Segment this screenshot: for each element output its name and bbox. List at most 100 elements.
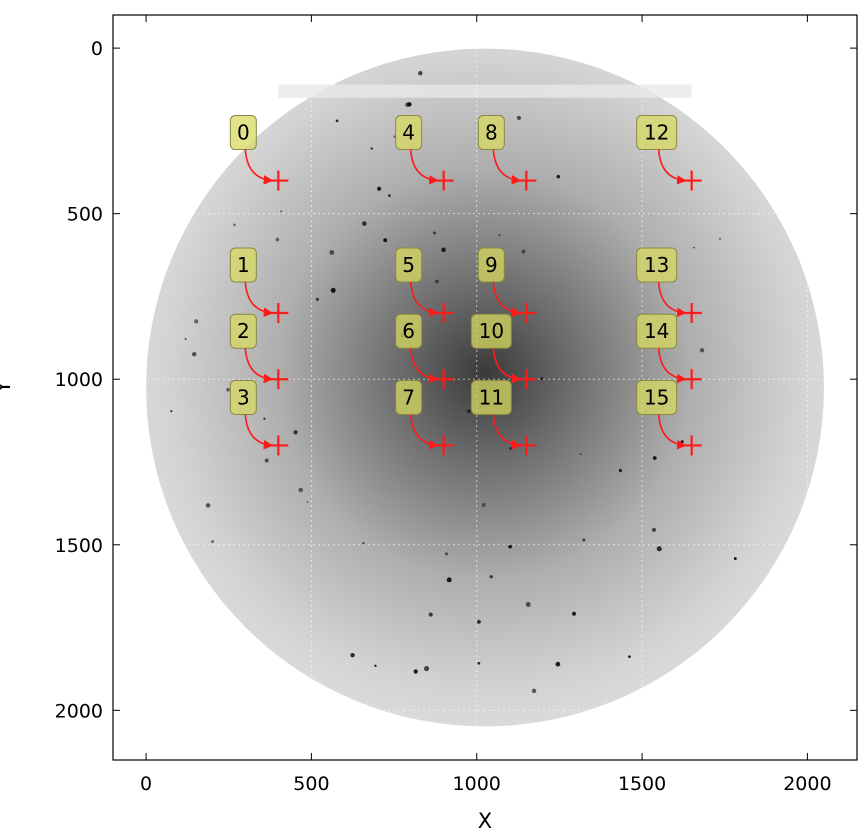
- point-group: 12: [636, 115, 702, 191]
- point-label-box: [636, 247, 678, 283]
- point-label-box: [636, 115, 678, 151]
- x-axis-ticks: 0 500 1000 1500 2000: [140, 15, 832, 795]
- point-label: 1: [237, 253, 250, 277]
- point-label-box: [229, 115, 257, 151]
- point-group: 1: [229, 247, 289, 323]
- point-group: 4: [395, 115, 454, 191]
- star-spot: [477, 661, 481, 665]
- x-tick-label: 1000: [453, 773, 501, 795]
- star-spot: [383, 238, 388, 243]
- star-spot: [651, 527, 657, 533]
- point-group: 10: [470, 313, 537, 390]
- star-spot: [388, 194, 391, 197]
- x-tick-label: 0: [140, 773, 152, 795]
- star-spot: [699, 348, 705, 353]
- point-group: 5: [395, 247, 454, 323]
- star-spot: [441, 247, 446, 253]
- point-group: 8: [477, 115, 537, 191]
- point-label: 14: [644, 319, 669, 343]
- star-spot: [315, 297, 319, 301]
- point-group: 3: [229, 379, 289, 456]
- point-group: 2: [229, 313, 289, 390]
- x-axis-title: X: [478, 809, 492, 833]
- star-spot: [628, 655, 631, 658]
- star-spot: [719, 237, 721, 240]
- star-spot: [423, 665, 430, 672]
- star-spot: [226, 387, 230, 392]
- star-spot: [275, 237, 280, 242]
- star-spot: [374, 664, 377, 668]
- point-group: 11: [470, 379, 537, 456]
- point-label-box: [395, 379, 423, 415]
- point-label-box: [470, 313, 512, 349]
- star-spot: [418, 70, 423, 76]
- star-spot: [556, 174, 561, 179]
- star-spot: [306, 501, 309, 503]
- point-label: 0: [237, 121, 250, 145]
- star-spot: [466, 409, 471, 414]
- star-spot: [509, 447, 512, 450]
- star-spot: [211, 539, 215, 544]
- point-label-box: [636, 313, 678, 349]
- star-spot: [413, 669, 418, 674]
- point-label: 10: [479, 319, 504, 343]
- star-spot: [362, 221, 367, 226]
- point-label: 4: [402, 121, 415, 145]
- star-spot: [652, 456, 657, 460]
- y-tick-label: 500: [67, 204, 103, 226]
- y-tick-label: 2000: [55, 700, 103, 722]
- star-spot: [428, 612, 433, 617]
- point-group: 0: [229, 115, 289, 191]
- star-spot: [335, 119, 339, 123]
- point-group: 14: [636, 313, 702, 390]
- y-tick-label: 1500: [55, 535, 103, 557]
- point-label: 8: [485, 121, 498, 145]
- y-tick-label: 1000: [55, 369, 103, 391]
- star-spot: [370, 147, 373, 150]
- point-label: 3: [237, 385, 250, 409]
- star-spot: [170, 409, 173, 413]
- point-label-box: [477, 115, 505, 151]
- star-spot: [498, 234, 501, 237]
- star-spot: [446, 577, 452, 583]
- point-label: 6: [402, 319, 415, 343]
- x-tick-label: 500: [293, 773, 329, 795]
- point-label-box: [470, 379, 512, 415]
- star-spot: [329, 250, 335, 255]
- point-label: 15: [644, 385, 669, 409]
- star-spot: [476, 619, 481, 624]
- star-spot: [733, 557, 737, 561]
- star-spot: [481, 503, 486, 508]
- y-tick-label: 0: [91, 38, 103, 60]
- star-spot: [579, 453, 582, 456]
- star-spot: [184, 337, 187, 341]
- star-spot: [377, 186, 382, 191]
- point-label-box: [636, 379, 678, 415]
- star-spot: [192, 351, 197, 357]
- star-spot: [540, 377, 544, 381]
- point-label: 2: [237, 319, 250, 343]
- star-spot: [293, 430, 298, 435]
- point-group: 7: [395, 379, 454, 456]
- star-spot: [680, 440, 684, 444]
- star-spot: [263, 417, 266, 420]
- star-spot: [582, 538, 586, 542]
- point-label: 11: [479, 385, 504, 409]
- star-spot: [618, 468, 623, 473]
- star-spots: [170, 70, 737, 694]
- point-label: 7: [402, 385, 415, 409]
- star-spot: [280, 210, 282, 213]
- overexposed-band: [278, 84, 692, 98]
- star-spot: [264, 458, 269, 463]
- point-label-box: [229, 247, 257, 283]
- star-spot: [489, 575, 493, 579]
- star-spot: [525, 602, 531, 607]
- point-group: 13: [636, 247, 702, 323]
- star-spot: [571, 611, 576, 616]
- grid: [113, 15, 857, 760]
- star-spot: [350, 652, 355, 658]
- star-spot: [435, 279, 439, 284]
- point-group: 6: [395, 313, 454, 390]
- star-spot: [656, 546, 662, 552]
